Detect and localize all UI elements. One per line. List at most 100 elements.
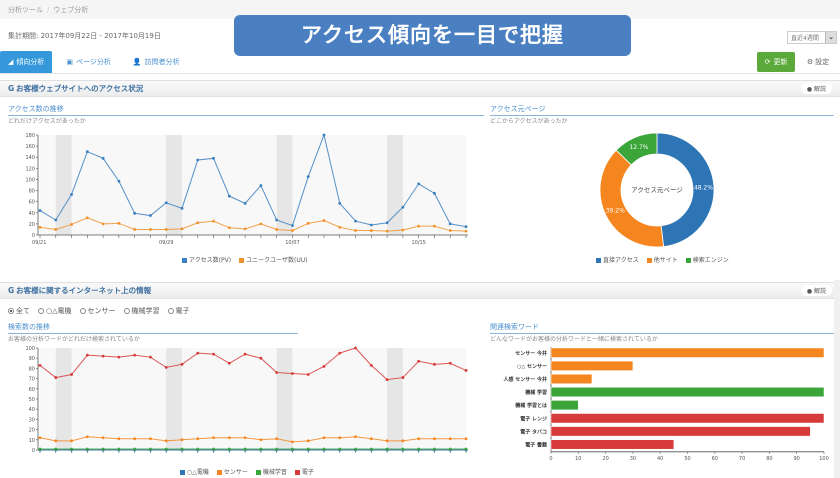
breadcrumb-item: ウェブ分析 [53, 6, 89, 14]
referrer-chart-legend: 直接アクセス 他サイト 検索エンジン [596, 255, 729, 264]
breadcrumb-separator: / [47, 6, 50, 14]
svg-text:80: 80 [766, 456, 772, 462]
divider [0, 73, 840, 74]
banner-title: アクセス傾向を一目で把握 [234, 15, 631, 56]
svg-text:50: 50 [29, 397, 35, 403]
settings-button[interactable]: ⚙ 設定 [800, 52, 836, 72]
range-select[interactable]: 直近4週間 ⌄ [787, 31, 837, 44]
svg-text:○△ センサー: ○△ センサー [517, 364, 547, 370]
svg-text:0: 0 [32, 233, 35, 239]
svg-text:10/15: 10/15 [411, 240, 425, 246]
google-icon: G [8, 286, 15, 295]
svg-text:48.2%: 48.2% [694, 184, 713, 191]
svg-text:60: 60 [712, 456, 718, 462]
access-chart-legend: アクセス数(PV) ユニークユーザ数(UU) [182, 255, 307, 264]
chart-title-referrer: アクセス元ページ [490, 104, 834, 116]
svg-text:180: 180 [25, 133, 35, 139]
chart-desc-referrer: どこからアクセスがあったか [490, 118, 568, 125]
user-icon: 👤 [132, 58, 142, 66]
legend-item-denshi[interactable]: 電子 [294, 467, 314, 476]
search-chart-legend: ○△電機 センサー 機械学習 電子 [180, 467, 314, 476]
svg-text:100: 100 [25, 346, 35, 352]
google-icon: G [8, 84, 15, 93]
svg-text:39.2%: 39.2% [606, 208, 625, 215]
scrollbar[interactable] [834, 280, 840, 478]
update-label: 更新 [773, 58, 788, 66]
tab-label: 傾向分析 [16, 58, 45, 66]
svg-text:電子 書籍: 電子 書籍 [525, 441, 547, 448]
svg-text:電子 レンジ: 電子 レンジ [520, 415, 547, 422]
section-title: お客様に関するインターネット上の情報 [16, 286, 152, 295]
period-label: 集計期間: 2017年09月22日 - 2017年10月19日 [8, 32, 161, 40]
update-button[interactable]: ⟳ 更新 [757, 52, 795, 72]
svg-text:100: 100 [25, 177, 35, 183]
tab-label: 訪問者分析 [144, 58, 180, 66]
section-header-internet: G お客様に関するインターネット上の情報 ● 解説 [0, 282, 840, 299]
svg-text:0: 0 [32, 448, 35, 454]
legend-item-denki[interactable]: ○△電機 [180, 467, 209, 476]
referrer-donut-chart: 48.2% 39.2% 12.7% アクセス元ページ [599, 132, 715, 248]
tab-page[interactable]: ▣ ページ分析 [58, 51, 119, 73]
svg-text:40: 40 [29, 407, 35, 413]
svg-text:30: 30 [630, 456, 636, 462]
legend-item-sensor[interactable]: センサー [216, 467, 248, 476]
section-title: お客様ウェブサイトへのアクセス状況 [16, 84, 144, 93]
tab-label: ページ分析 [76, 58, 111, 66]
svg-text:センサー 今井: センサー 今井 [515, 350, 547, 357]
svg-text:アクセス元ページ: アクセス元ページ [631, 186, 683, 194]
radio-denki[interactable]: ○△電機 [38, 306, 72, 316]
radio-ml[interactable]: 機械学習 [123, 306, 160, 316]
svg-text:40: 40 [29, 211, 35, 217]
chart-title-related-words: 関連検索ワード [490, 322, 834, 334]
svg-text:60: 60 [29, 387, 35, 393]
svg-text:20: 20 [602, 456, 608, 462]
search-line-chart: 010203040506070809010009/2109/2910/0710/… [25, 346, 468, 454]
svg-text:140: 140 [25, 155, 35, 161]
gear-icon: ⚙ [806, 58, 814, 66]
svg-text:120: 120 [25, 166, 35, 172]
svg-text:09/29: 09/29 [159, 240, 173, 246]
radio-sensor[interactable]: センサー [79, 306, 116, 316]
refresh-icon: ⟳ [764, 58, 771, 66]
radio-all[interactable]: 全て [8, 306, 30, 316]
tab-trend[interactable]: ◢ 傾向分析 [0, 51, 53, 73]
svg-text:90: 90 [794, 456, 800, 462]
svg-text:40: 40 [657, 456, 663, 462]
hint-label: 解説 [813, 86, 826, 93]
chart-desc-access-trend: どれだけアクセスがあったか [8, 118, 86, 125]
svg-text:70: 70 [739, 456, 745, 462]
chevron-down-icon: ⌄ [825, 32, 836, 43]
legend-item-direct[interactable]: 直接アクセス [596, 255, 639, 264]
settings-label: 設定 [815, 58, 830, 66]
legend-item-ml[interactable]: 機械学習 [255, 467, 287, 476]
svg-text:10: 10 [29, 438, 35, 444]
svg-text:10: 10 [575, 456, 581, 462]
access-line-chart: 0 20 40 60 80 100 120 140 160 180 09/21 09/29 10/07 1… [25, 133, 468, 246]
legend-item-other-site[interactable]: 他サイト [646, 255, 678, 264]
svg-text:50: 50 [684, 456, 690, 462]
radio-denshi[interactable]: 電子 [167, 306, 190, 316]
chart-desc-related-words: どんなワードがお客様の分析ワードと一緒に検索されているか [490, 336, 658, 343]
svg-text:80: 80 [29, 366, 35, 372]
svg-text:30: 30 [29, 417, 35, 423]
page-icon: ▣ [66, 58, 74, 66]
svg-text:機械 学習: 機械 学習 [525, 389, 547, 396]
legend-item-pv[interactable]: アクセス数(PV) [182, 255, 231, 264]
chart-title-search-trend: 検索数の推移 [8, 322, 298, 334]
legend-item-uu[interactable]: ユニークユーザ数(UU) [239, 255, 307, 264]
svg-text:60: 60 [29, 200, 35, 206]
svg-text:100: 100 [819, 456, 829, 462]
hint-button[interactable]: ● 解説 [800, 83, 832, 94]
breadcrumb-item[interactable]: 分析ツール [8, 6, 43, 14]
hint-label: 解説 [813, 288, 826, 295]
chart-title-access-trend: アクセス数の推移 [8, 104, 484, 116]
svg-text:09/21: 09/21 [32, 240, 46, 246]
svg-text:90: 90 [29, 356, 35, 362]
tab-visitor[interactable]: 👤 訪問者分析 [125, 51, 188, 73]
legend-item-search-engine[interactable]: 検索エンジン [685, 255, 729, 264]
range-select-value: 直近4週間 [791, 35, 819, 42]
hint-button[interactable]: ● 解説 [800, 285, 832, 296]
keyword-filter: 全て ○△電機 センサー 機械学習 電子 [8, 306, 190, 316]
svg-text:機械 学習とは: 機械 学習とは [515, 402, 547, 409]
